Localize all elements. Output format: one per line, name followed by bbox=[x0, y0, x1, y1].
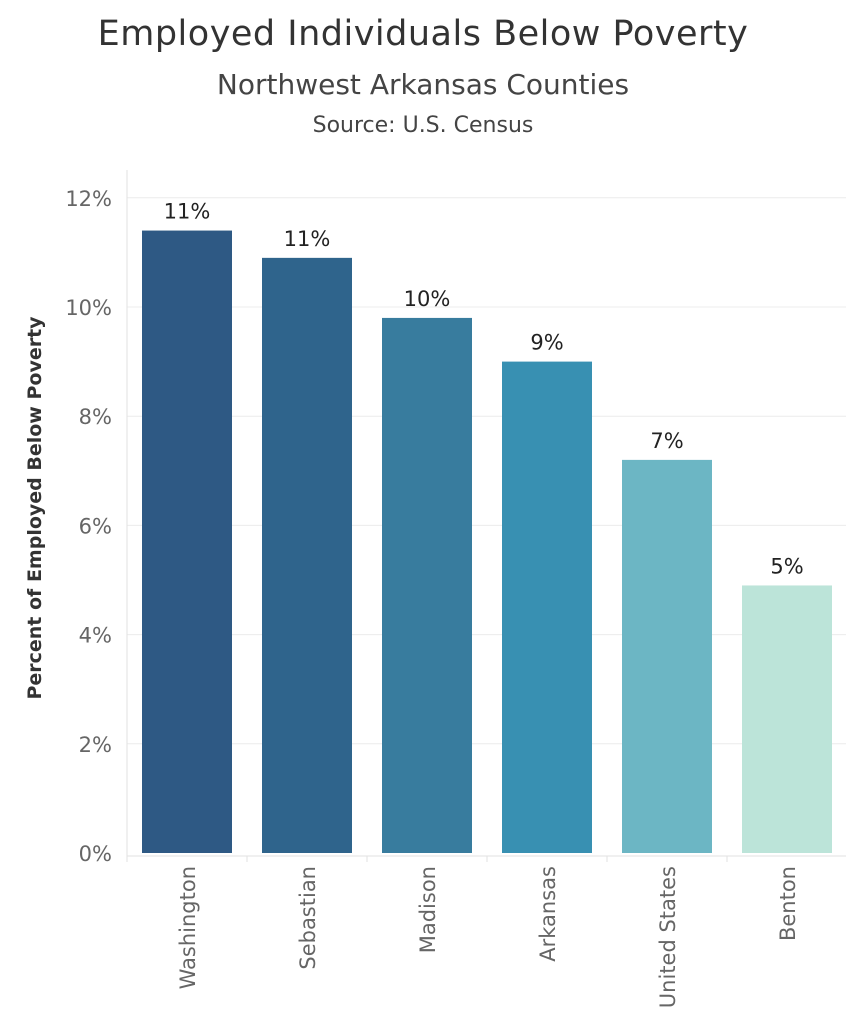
bar bbox=[262, 257, 352, 853]
y-tick-label: 4% bbox=[79, 624, 112, 648]
x-tick-label: Washington bbox=[176, 866, 200, 989]
data-label: 11% bbox=[164, 200, 211, 224]
bar bbox=[382, 317, 472, 853]
data-label: 10% bbox=[404, 287, 451, 311]
x-tick-label: Benton bbox=[776, 866, 800, 941]
x-tick-label: Arkansas bbox=[536, 866, 560, 962]
x-tick-label: Sebastian bbox=[296, 866, 320, 970]
bar bbox=[502, 361, 592, 853]
y-tick-label: 2% bbox=[79, 733, 112, 757]
axes bbox=[126, 170, 846, 862]
bar bbox=[622, 459, 712, 853]
bar bbox=[742, 585, 832, 853]
y-tick-label: 0% bbox=[79, 842, 112, 866]
bar bbox=[142, 230, 232, 853]
chart-subtitle: Northwest Arkansas Counties bbox=[216, 68, 630, 101]
data-label: 5% bbox=[770, 554, 803, 578]
chart-title: Employed Individuals Below Poverty bbox=[97, 14, 749, 54]
chart-source: Source: U.S. Census bbox=[312, 113, 534, 138]
y-tick-label: 12% bbox=[65, 187, 112, 211]
y-tick-label: 8% bbox=[79, 405, 112, 429]
gridlines bbox=[127, 197, 846, 745]
x-tick-label: United States bbox=[656, 866, 680, 1008]
x-tick-label: Madison bbox=[416, 866, 440, 953]
y-tick-label: 10% bbox=[65, 296, 112, 320]
data-label: 11% bbox=[284, 227, 331, 251]
y-axis-label: Percent of Employed Below Poverty bbox=[24, 316, 46, 700]
data-label: 9% bbox=[530, 331, 563, 355]
y-tick-label: 6% bbox=[79, 514, 112, 538]
labels: 0% 2% 4% 6% 8% 10% 12% 11% Washington 11% Sebastia… bbox=[65, 187, 803, 1008]
data-label: 7% bbox=[650, 429, 683, 453]
bars bbox=[142, 230, 832, 853]
